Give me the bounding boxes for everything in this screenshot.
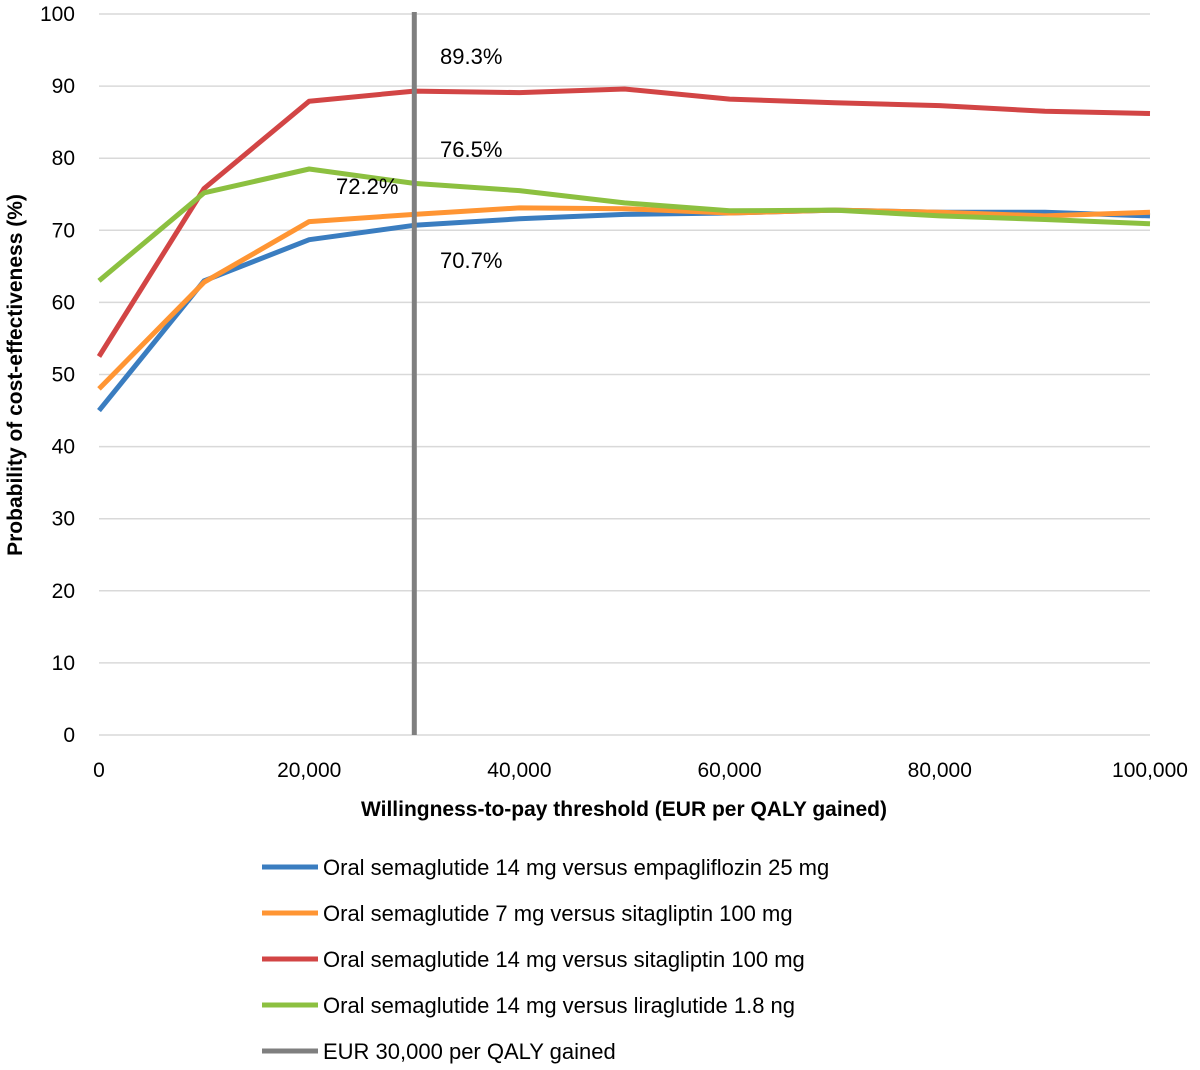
x-axis-ticks: 0 20,000 40,000 60,000 80,000 100,000 (93, 759, 1188, 782)
x-axis-title: Willingness-to-pay threshold (EUR per QA… (361, 798, 887, 821)
x-tick-label: 0 (93, 759, 105, 782)
y-tick-label: 70 (52, 219, 75, 242)
y-tick-label: 80 (52, 147, 75, 170)
series-line-2 (97, 205, 1151, 391)
legend-label: Oral semaglutide 14 mg versus empagliflo… (323, 855, 829, 880)
annotation-label: 76.5% (440, 137, 502, 162)
y-axis-title: Probability of cost-effectiveness (%) (4, 194, 27, 556)
annotations: 89.3% 76.5% 72.2% 70.7% (336, 44, 502, 273)
y-tick-label: 0 (63, 724, 75, 747)
series-lines (96, 86, 1151, 413)
y-tick-label: 90 (52, 75, 75, 98)
gridlines (99, 13, 1150, 736)
legend-label: Oral semaglutide 14 mg versus liraglutid… (323, 993, 795, 1018)
y-tick-label: 60 (52, 291, 75, 314)
y-tick-label: 100 (40, 3, 75, 26)
x-tick-label: 40,000 (487, 759, 551, 782)
x-tick-label: 80,000 (908, 759, 972, 782)
annotation-label: 89.3% (440, 44, 502, 69)
legend: Oral semaglutide 14 mg versus empagliflo… (262, 855, 829, 1064)
legend-label: Oral semaglutide 14 mg versus sitaglipti… (323, 947, 805, 972)
y-tick-label: 20 (52, 580, 75, 603)
series-line-1 (97, 207, 1151, 413)
legend-label: EUR 30,000 per QALY gained (323, 1039, 616, 1064)
legend-label: Oral semaglutide 7 mg versus sitagliptin… (323, 901, 793, 926)
annotation-label: 72.2% (336, 174, 398, 199)
y-tick-label: 10 (52, 652, 75, 675)
y-tick-label: 40 (52, 436, 75, 459)
y-tick-label: 30 (52, 508, 75, 531)
y-axis-ticks: 0 10 20 30 40 50 60 70 80 90 100 (40, 3, 75, 747)
x-tick-label: 20,000 (277, 759, 341, 782)
x-tick-label: 60,000 (697, 759, 761, 782)
y-tick-label: 50 (52, 364, 75, 387)
x-tick-label: 100,000 (1112, 759, 1188, 782)
annotation-label: 70.7% (440, 248, 502, 273)
series-line-3 (96, 86, 1151, 358)
series-line-4 (97, 166, 1151, 283)
